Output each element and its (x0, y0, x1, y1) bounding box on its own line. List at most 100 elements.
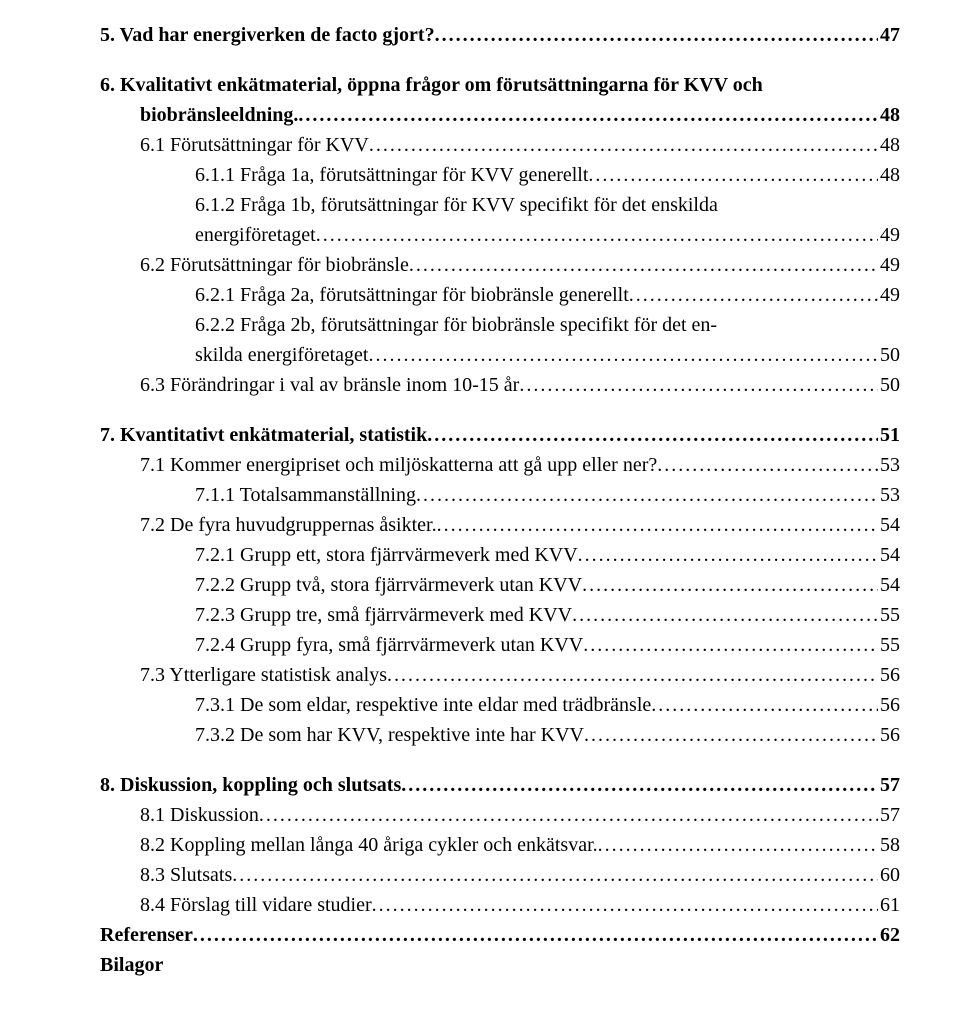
toc-page: 54 (878, 540, 900, 570)
toc-text: 6.2 Förutsättningar för biobränsle (140, 250, 409, 280)
toc-page: 56 (878, 690, 900, 720)
toc-page: 50 (878, 340, 900, 370)
toc-page: 49 (878, 220, 900, 250)
toc-entry: 6.1.2 Fråga 1b, förutsättningar för KVV … (195, 190, 900, 220)
toc-entry: 7.1.1 Totalsammanställning 53 (195, 480, 900, 510)
toc-leader (298, 100, 878, 130)
toc-text: 5. Vad har energiverken de facto gjort? (100, 20, 435, 50)
toc-text: 6.2.1 Fråga 2a, förutsättningar för biob… (195, 280, 629, 310)
toc-text: 7. Kvantitativt enkätmaterial, statistik (100, 420, 427, 450)
toc-page: 48 (878, 160, 900, 190)
toc-text: 7.3.1 De som eldar, respektive inte elda… (195, 690, 651, 720)
toc-entry: 8.3 Slutsats60 (140, 860, 900, 890)
toc-text: 8. Diskussion, koppling och slutsats (100, 770, 401, 800)
toc-entry: skilda energiföretaget 50 (195, 340, 900, 370)
toc-text: 7.2.4 Grupp fyra, små fjärrvärmeverk uta… (195, 630, 583, 660)
toc-entry: 7.3.2 De som har KVV, respektive inte ha… (195, 720, 900, 750)
toc-text: 8.2 Koppling mellan långa 40 åriga cykle… (140, 830, 598, 860)
toc-page: 47 (878, 20, 900, 50)
toc-leader (629, 280, 878, 310)
toc-text: skilda energiföretaget (195, 340, 368, 370)
toc-page: 49 (878, 250, 900, 280)
toc-leader (588, 160, 878, 190)
toc-leader (582, 570, 878, 600)
toc-page: 60 (878, 860, 900, 890)
toc-page: 61 (878, 890, 900, 920)
toc-entry: 6. Kvalitativt enkätmaterial, öppna fråg… (100, 70, 900, 100)
toc-page: 49 (878, 280, 900, 310)
toc-text: 8.4 Förslag till vidare studier (140, 890, 372, 920)
toc-text: 8.1 Diskussion (140, 800, 259, 830)
toc-entry: 6.3 Förändringar i val av bränsle inom 1… (140, 370, 900, 400)
toc-spacer (100, 50, 900, 70)
toc-text: 6. Kvalitativt enkätmaterial, öppna fråg… (100, 74, 763, 96)
toc-entry: Bilagor (100, 950, 900, 980)
toc-entry: 6.2.2 Fråga 2b, förutsättningar för biob… (195, 310, 900, 340)
toc-leader (416, 480, 878, 510)
toc-entry: 7. Kvantitativt enkätmaterial, statistik… (100, 420, 900, 450)
toc-leader (401, 770, 878, 800)
toc-text: Referenser (100, 920, 193, 950)
toc-entry: 8.2 Koppling mellan långa 40 åriga cykle… (140, 830, 900, 860)
toc-page: 58 (878, 830, 900, 860)
toc-entry: biobränsleeldning. 48 (140, 100, 900, 130)
toc-page: 53 (878, 480, 900, 510)
toc-leader (435, 20, 878, 50)
toc-text: biobränsleeldning. (140, 100, 298, 130)
toc-text: 6.2.2 Fråga 2b, förutsättningar för biob… (195, 314, 717, 336)
toc-text: 7.1.1 Totalsammanställning (195, 480, 416, 510)
toc-entry: 7.2.3 Grupp tre, små fjärrvärmeverk med … (195, 600, 900, 630)
toc-text: 7.2.2 Grupp två, stora fjärrvärmeverk ut… (195, 570, 582, 600)
table-of-contents: 5. Vad har energiverken de facto gjort? 4… (100, 20, 900, 980)
toc-leader (368, 340, 878, 370)
toc-leader (583, 630, 878, 660)
toc-entry: 6.2 Förutsättningar för biobränsle 49 (140, 250, 900, 280)
toc-text: 6.1.1 Fråga 1a, förutsättningar för KVV … (195, 160, 588, 190)
toc-leader (259, 800, 878, 830)
toc-page: 57 (878, 770, 900, 800)
toc-leader (372, 890, 878, 920)
toc-text: 7.2.1 Grupp ett, stora fjärrvärmeverk me… (195, 540, 578, 570)
toc-page: 55 (878, 600, 900, 630)
toc-page: 54 (878, 570, 900, 600)
toc-leader (657, 450, 878, 480)
toc-leader (437, 510, 878, 540)
toc-page: 62 (878, 920, 900, 950)
toc-text: 7.3 Ytterligare statistisk analys (140, 660, 387, 690)
toc-entry: 7.2.4 Grupp fyra, små fjärrvärmeverk uta… (195, 630, 900, 660)
toc-entry: 7.3 Ytterligare statistisk analys56 (140, 660, 900, 690)
toc-entry: 7.3.1 De som eldar, respektive inte elda… (195, 690, 900, 720)
toc-entry: Referenser 62 (100, 920, 900, 950)
toc-leader (578, 540, 878, 570)
toc-page: 48 (878, 100, 900, 130)
toc-leader (232, 860, 878, 890)
toc-text: 7.1 Kommer energipriset och miljöskatter… (140, 450, 657, 480)
toc-entry: 8. Diskussion, koppling och slutsats 57 (100, 770, 900, 800)
toc-spacer (100, 400, 900, 420)
toc-text: 7.2 De fyra huvudgruppernas åsikter. (140, 510, 437, 540)
toc-entry: 8.1 Diskussion 57 (140, 800, 900, 830)
toc-text: Bilagor (100, 950, 163, 980)
toc-leader (519, 370, 878, 400)
toc-text: 6.1.2 Fråga 1b, förutsättningar för KVV … (195, 194, 718, 216)
toc-text: 7.2.3 Grupp tre, små fjärrvärmeverk med … (195, 600, 572, 630)
toc-entry: 6.1 Förutsättningar för KVV48 (140, 130, 900, 160)
toc-leader (651, 690, 878, 720)
toc-entry: 7.2 De fyra huvudgruppernas åsikter. 54 (140, 510, 900, 540)
toc-leader (409, 250, 878, 280)
toc-leader (193, 920, 878, 950)
toc-page: 57 (878, 800, 900, 830)
toc-entry: 5. Vad har energiverken de facto gjort? 4… (100, 20, 900, 50)
toc-entry: 7.1 Kommer energipriset och miljöskatter… (140, 450, 900, 480)
toc-text: 7.3.2 De som har KVV, respektive inte ha… (195, 720, 584, 750)
toc-entry: 7.2.1 Grupp ett, stora fjärrvärmeverk me… (195, 540, 900, 570)
toc-leader (387, 660, 878, 690)
toc-page: 54 (878, 510, 900, 540)
toc-text: energiföretaget (195, 220, 316, 250)
toc-text: 6.1 Förutsättningar för KVV (140, 130, 369, 160)
toc-leader (316, 220, 878, 250)
toc-entry: 6.1.1 Fråga 1a, förutsättningar för KVV … (195, 160, 900, 190)
toc-page: 53 (878, 450, 900, 480)
toc-leader (427, 420, 878, 450)
toc-page: 50 (878, 370, 900, 400)
